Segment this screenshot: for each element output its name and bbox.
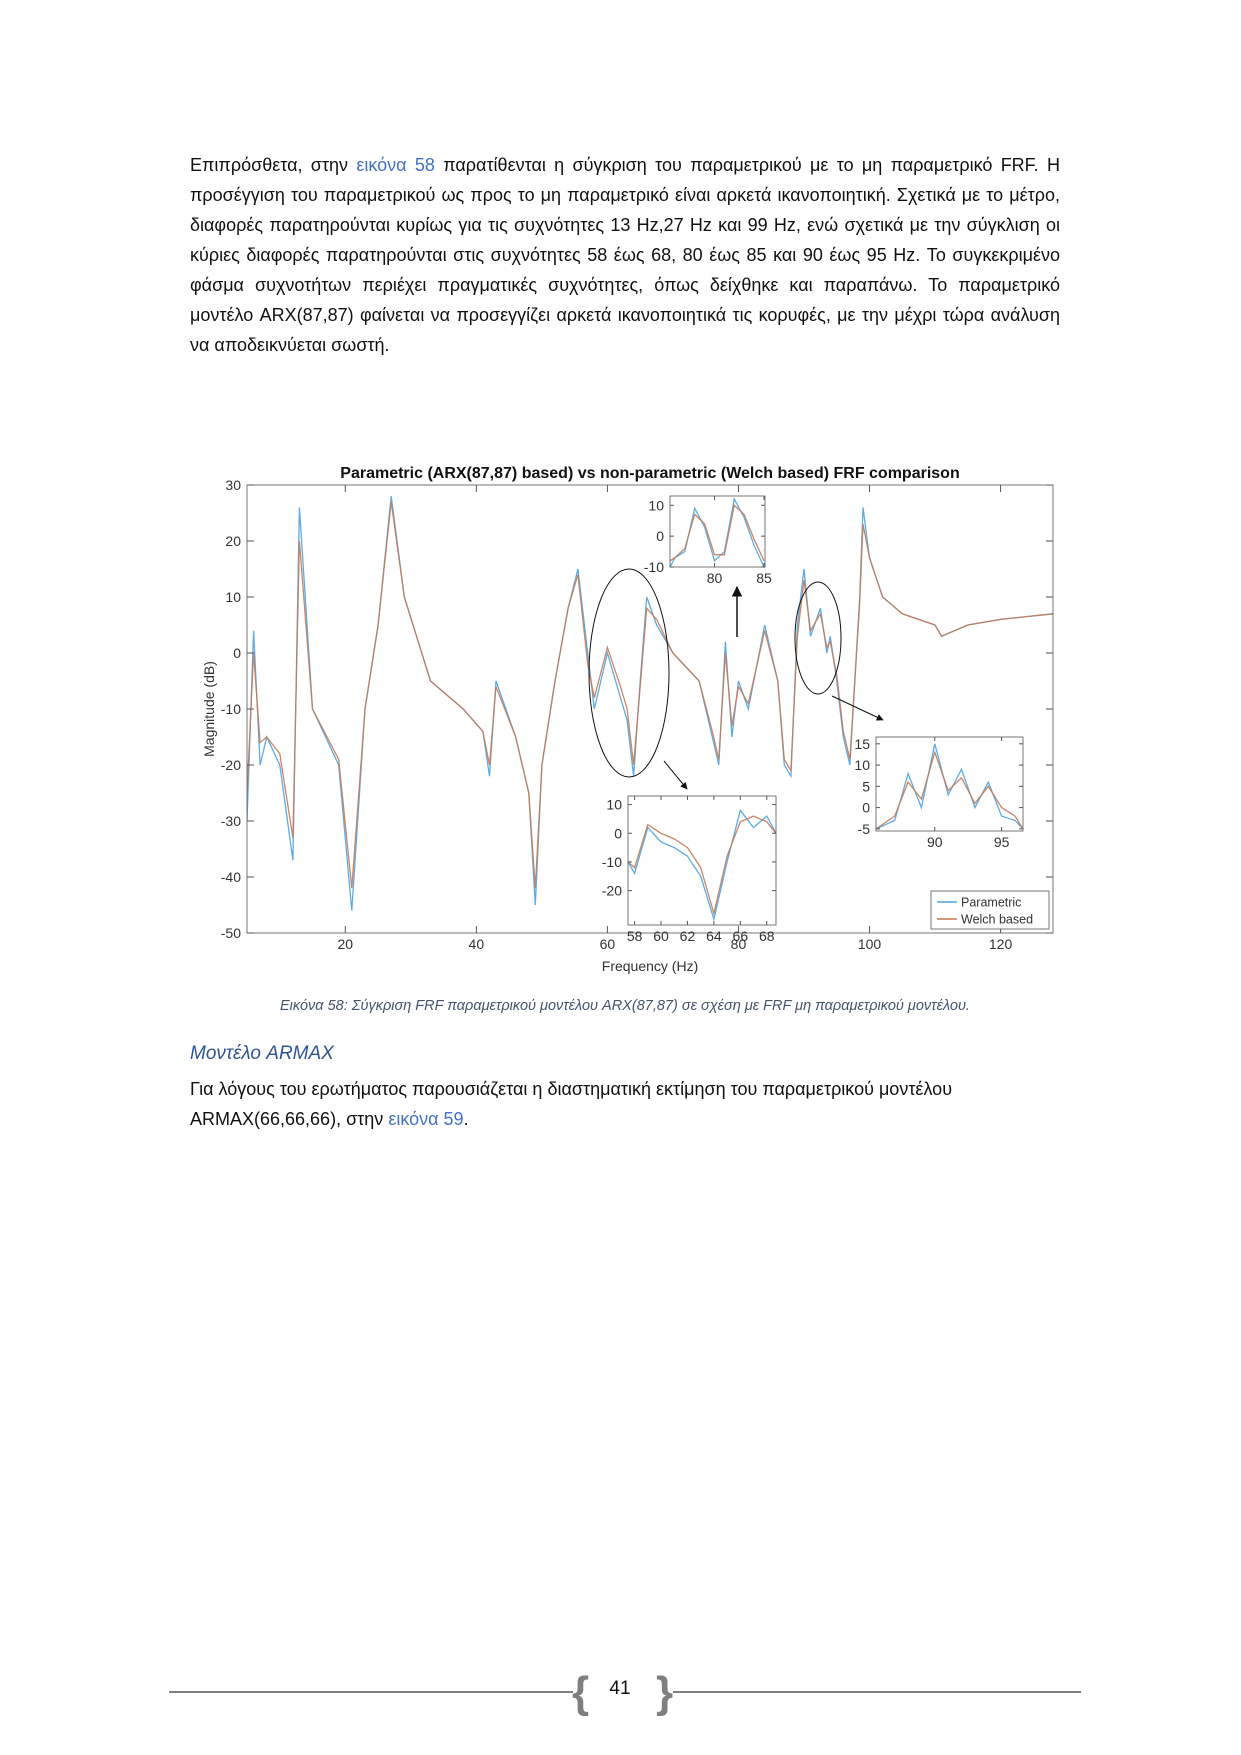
x-tick-label: 60 [600, 936, 616, 952]
paragraph: Για λόγους του ερωτήματος παρουσιάζεται … [190, 1074, 1060, 1134]
axes-box [875, 736, 1024, 832]
section-heading: Μοντέλο ARMAX [190, 1043, 334, 1064]
plot-lines [628, 808, 776, 922]
x-tick-label: 100 [858, 936, 882, 952]
y-tick-label: -10 [644, 559, 664, 575]
y-tick-label: -30 [221, 813, 241, 829]
series-line [670, 497, 765, 567]
arrow [831, 695, 884, 721]
axes-box [669, 495, 766, 568]
y-tick-label: 0 [656, 528, 664, 544]
x-tick-label: 58 [627, 928, 643, 944]
series-line [247, 501, 1053, 889]
plot-lines [876, 743, 1023, 830]
figure-link[interactable]: εικόνα 59 [388, 1109, 464, 1129]
y-tick-label: 0 [862, 800, 870, 816]
y-tick-label: 5 [862, 778, 870, 794]
series-line [670, 504, 765, 562]
y-tick-label: -40 [221, 869, 241, 885]
y-axis-label: Magnitude (dB) [201, 661, 217, 757]
x-tick-label: 85 [756, 570, 772, 586]
y-tick-label: 30 [225, 477, 241, 493]
plot-lines [670, 497, 765, 567]
bracket: { [572, 1668, 590, 1717]
x-tick-label: 20 [338, 936, 354, 952]
x-tick-label: 95 [994, 834, 1010, 850]
y-tick-label: 0 [614, 825, 622, 841]
axes-box [627, 795, 777, 926]
text: . [463, 1109, 469, 1129]
y-tick-label: -10 [602, 854, 622, 870]
zoom-ellipse [794, 581, 842, 695]
figure: 20 40 60 80 100 120-50-40-30-20-100102030Para… [201, 465, 1054, 974]
y-tick-label: -50 [221, 925, 241, 941]
y-tick-label: -20 [221, 757, 241, 773]
y-tick-label: 10 [225, 589, 241, 605]
footer-rule [169, 1691, 573, 1693]
y-tick-label: -10 [221, 701, 241, 717]
x-axis-label: Frequency (Hz) [602, 958, 698, 974]
page-number: 41 [609, 1678, 631, 1699]
text: Για λόγους του ερωτήματος παρουσιάζεται … [190, 1079, 953, 1129]
x-tick-label: 120 [989, 936, 1013, 952]
figure-link[interactable]: εικόνα 58 [356, 155, 435, 175]
bracket: } [656, 1668, 674, 1717]
x-tick-label: 40 [469, 936, 485, 952]
x-tick-label: 62 [680, 928, 696, 944]
x-tick-label: 90 [927, 834, 943, 850]
y-tick-label: 10 [606, 797, 622, 813]
x-tick-label: 60 [653, 928, 669, 944]
footer-rule [673, 1691, 1081, 1693]
legend-box [930, 890, 1050, 930]
series-line [628, 815, 776, 917]
chart-title: Parametric (ARX(87,87) based) vs non-par… [340, 465, 959, 482]
legend-label: Welch based [961, 913, 1033, 927]
zoom-ellipse [588, 568, 670, 778]
text: παρατίθενται η σύγκριση του παραμετρικού… [190, 155, 1060, 355]
arrow [663, 760, 688, 790]
y-tick-label: 20 [225, 533, 241, 549]
text: Επιπρόσθετα, στην [190, 155, 357, 175]
x-tick-label: 80 [731, 936, 747, 952]
y-tick-label: 0 [233, 645, 241, 661]
paragraph: Επιπρόσθετα, στην εικόνα 58 παρατίθενται… [190, 150, 1060, 360]
x-tick-label: 64 [706, 928, 722, 944]
y-tick-label: -5 [858, 821, 871, 837]
plot-area [876, 737, 1023, 831]
y-tick-label: -20 [602, 883, 622, 899]
y-tick-label: 10 [854, 757, 870, 773]
series-line [876, 750, 1023, 830]
y-tick-label: 10 [648, 497, 664, 513]
series-line [628, 808, 776, 922]
caption: Εικόνα 58: Σύγκριση FRF παραμετρικού μον… [280, 998, 970, 1014]
y-tick-label: 15 [854, 736, 870, 752]
x-tick-label: 80 [707, 570, 723, 586]
series-line [876, 743, 1023, 830]
legend-label: Parametric [961, 896, 1021, 910]
x-tick-label: 68 [759, 928, 775, 944]
plot-area [628, 796, 776, 925]
plot-lines [247, 496, 1053, 911]
x-tick-label: 66 [733, 928, 749, 944]
